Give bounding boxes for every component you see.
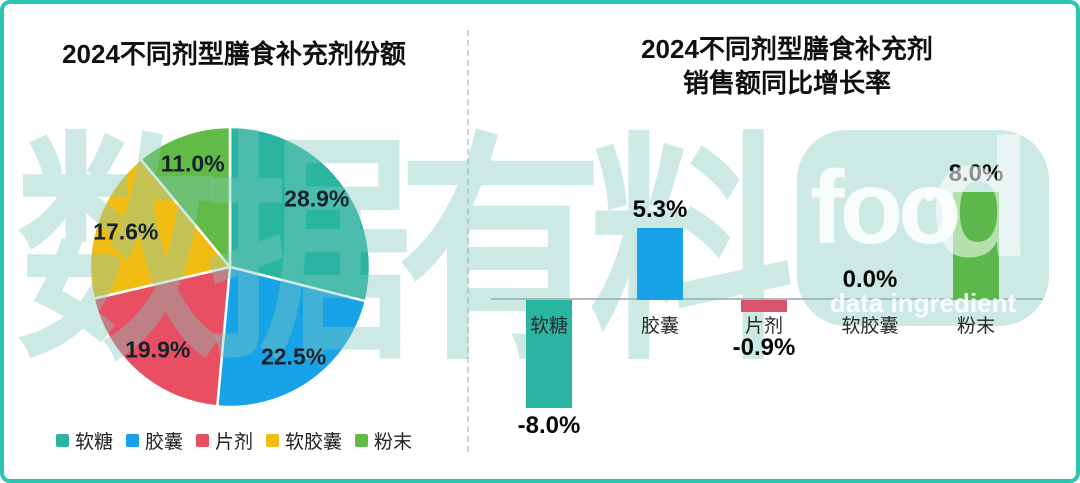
pie-slice-片剂 bbox=[92, 265, 232, 408]
pie-legend: 软糖 胶囊 片剂 软胶囊 粉末 bbox=[26, 427, 442, 454]
legend-label: 粉末 bbox=[374, 432, 413, 453]
pie-value-label: 11.0% bbox=[160, 150, 225, 177]
bar-category-label: 软胶囊 bbox=[841, 316, 899, 337]
bar-baseline-axis bbox=[491, 298, 1043, 300]
legend-label: 软糖 bbox=[74, 432, 113, 453]
section-divider bbox=[467, 30, 469, 452]
legend-label: 片剂 bbox=[214, 432, 253, 453]
bar-value-label: 0.0% bbox=[842, 266, 898, 293]
pie-value-label: 19.9% bbox=[125, 336, 191, 363]
pie-slice-胶囊 bbox=[216, 265, 368, 409]
pie-chart bbox=[88, 125, 372, 409]
pie-slice-软胶囊 bbox=[88, 157, 232, 300]
legend-item-软胶囊: 软胶囊 bbox=[266, 427, 342, 454]
pie-value-label: 22.5% bbox=[260, 343, 327, 370]
pie-value-label: 17.6% bbox=[93, 218, 159, 245]
bar-category-label: 片剂 bbox=[744, 316, 783, 337]
bar-chart-title-line1: 2024不同剂型膳食补充剂 bbox=[641, 34, 933, 64]
legend-swatch bbox=[55, 434, 69, 447]
bar-value-label: -8.0% bbox=[517, 412, 581, 439]
pie-slice-软糖 bbox=[228, 125, 372, 303]
legend-swatch bbox=[195, 434, 209, 447]
pie-chart-title: 2024不同剂型膳食补充剂份额 bbox=[62, 39, 406, 69]
legend-label: 胶囊 bbox=[144, 432, 183, 453]
legend-swatch bbox=[355, 434, 369, 447]
bar-chart-title-line2: 销售额同比增长率 bbox=[682, 68, 891, 98]
pie-slice-粉末 bbox=[139, 125, 232, 269]
bar-粉末 bbox=[953, 192, 999, 300]
legend-label: 软胶囊 bbox=[285, 432, 343, 453]
bar-value-label: 5.3% bbox=[632, 196, 688, 224]
paw-icon bbox=[906, 197, 917, 208]
legend-item-胶囊: 胶囊 bbox=[125, 427, 183, 454]
bar-软糖 bbox=[526, 300, 572, 408]
legend-swatch bbox=[266, 434, 279, 447]
bar-value-label: -0.9% bbox=[732, 334, 796, 361]
bar-chart-title: 2024不同剂型膳食补充剂 销售额同比增长率 bbox=[504, 32, 1070, 100]
bar-胶囊 bbox=[637, 228, 683, 300]
bar-value-label: 8.0% bbox=[948, 160, 1004, 187]
bar-category-label: 粉末 bbox=[956, 316, 995, 337]
bar-片剂 bbox=[741, 300, 787, 313]
legend-item-软糖: 软糖 bbox=[55, 427, 113, 454]
legend-item-片剂: 片剂 bbox=[195, 427, 253, 454]
bar-category-label: 软糖 bbox=[529, 316, 568, 337]
bar-category-label: 胶囊 bbox=[640, 316, 679, 337]
legend-swatch bbox=[125, 434, 139, 447]
legend-item-粉末: 粉末 bbox=[355, 427, 412, 454]
pie-value-label: 28.9% bbox=[284, 185, 350, 212]
